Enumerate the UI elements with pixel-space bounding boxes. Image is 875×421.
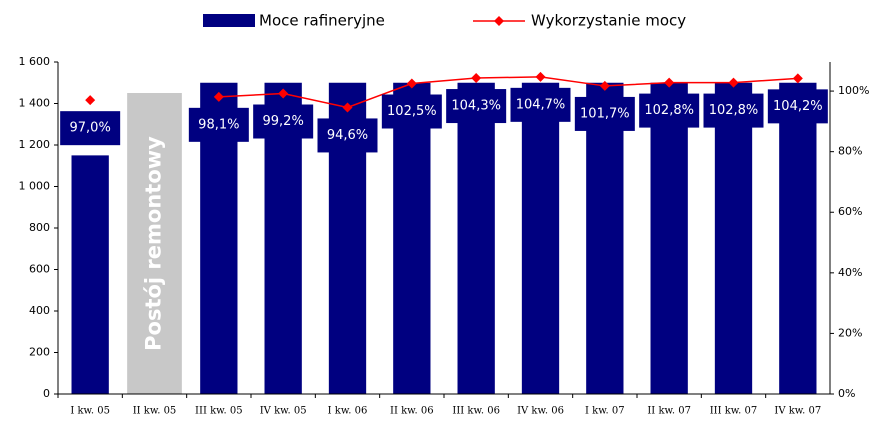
bar bbox=[393, 82, 431, 394]
x-tick-label: II kw. 06 bbox=[390, 406, 434, 417]
line-marker bbox=[406, 78, 417, 89]
x-tick-label: III kw. 07 bbox=[710, 406, 758, 417]
value-label: 102,8% bbox=[644, 103, 694, 118]
x-tick-label: IV kw. 05 bbox=[260, 406, 307, 417]
annotation: Postój remontowy bbox=[142, 136, 166, 351]
legend-marker bbox=[494, 16, 504, 26]
y2-tick-label: 20% bbox=[838, 326, 862, 339]
legend-swatch bbox=[203, 14, 255, 27]
y2-tick-label: 40% bbox=[838, 266, 862, 279]
value-label-box bbox=[639, 93, 700, 128]
bar bbox=[586, 82, 624, 394]
value-label-box bbox=[381, 94, 442, 129]
value-label-box bbox=[253, 104, 314, 139]
value-label: 94,6% bbox=[327, 128, 368, 143]
value-label-box bbox=[446, 89, 507, 124]
y-tick-label: 800 bbox=[29, 221, 50, 234]
x-tick-label: IV kw. 07 bbox=[774, 406, 821, 417]
value-label: 102,5% bbox=[387, 104, 437, 119]
legend-label: Moce rafineryjne bbox=[259, 12, 385, 30]
annotation-box bbox=[127, 93, 182, 394]
value-label: 99,2% bbox=[263, 114, 304, 129]
bar bbox=[457, 82, 495, 394]
y-tick-label: 0 bbox=[43, 387, 50, 400]
bar bbox=[71, 155, 109, 394]
y-tick-label: 1 400 bbox=[19, 97, 51, 110]
legend-label: Wykorzystanie mocy bbox=[531, 12, 686, 30]
value-label-box bbox=[510, 87, 571, 122]
y2-tick-label: 80% bbox=[838, 145, 862, 158]
value-label: 104,2% bbox=[773, 99, 823, 114]
line-marker bbox=[728, 77, 739, 88]
value-label: 104,3% bbox=[451, 99, 501, 114]
line-marker bbox=[278, 88, 289, 99]
value-label: 98,1% bbox=[198, 117, 239, 132]
y2-tick-label: 0% bbox=[838, 387, 855, 400]
value-label-box bbox=[703, 93, 764, 128]
value-label: 101,7% bbox=[580, 106, 630, 121]
bar bbox=[521, 82, 560, 394]
x-tick-label: II kw. 07 bbox=[647, 406, 691, 417]
value-label: 97,0% bbox=[70, 121, 111, 136]
y-tick-label: 400 bbox=[29, 304, 50, 317]
bar bbox=[714, 82, 753, 394]
y-tick-label: 600 bbox=[29, 263, 50, 276]
line-marker bbox=[342, 102, 353, 113]
value-label-box bbox=[574, 96, 635, 131]
line-marker bbox=[471, 73, 482, 84]
line-marker bbox=[792, 73, 803, 84]
value-label-box bbox=[767, 89, 828, 124]
y-tick-label: 1 600 bbox=[19, 55, 51, 68]
line-marker bbox=[535, 71, 546, 82]
x-tick-label: II kw. 05 bbox=[133, 406, 177, 417]
y-tick-label: 200 bbox=[29, 346, 50, 359]
bar bbox=[779, 82, 817, 394]
x-tick-label: III kw. 06 bbox=[452, 406, 500, 417]
value-label-box bbox=[188, 107, 249, 142]
x-tick-label: I kw. 06 bbox=[328, 406, 368, 417]
line-marker bbox=[664, 77, 675, 88]
x-tick-label: I kw. 05 bbox=[70, 406, 110, 417]
value-label: 102,8% bbox=[709, 103, 759, 118]
bar bbox=[650, 82, 688, 394]
line-marker bbox=[85, 95, 96, 106]
line-marker bbox=[213, 91, 224, 102]
x-tick-label: III kw. 05 bbox=[195, 406, 243, 417]
value-label-box bbox=[60, 111, 121, 146]
value-label: 104,7% bbox=[516, 97, 566, 112]
x-tick-label: IV kw. 06 bbox=[517, 406, 564, 417]
value-label-box bbox=[317, 118, 378, 153]
y-tick-label: 1 000 bbox=[19, 180, 51, 193]
line-marker bbox=[599, 80, 610, 91]
line bbox=[218, 76, 798, 109]
y2-tick-label: 60% bbox=[838, 205, 862, 218]
y2-tick-label: 100% bbox=[838, 84, 869, 97]
y-tick-label: 1 200 bbox=[19, 138, 51, 151]
x-tick-label: I kw. 07 bbox=[585, 406, 625, 417]
